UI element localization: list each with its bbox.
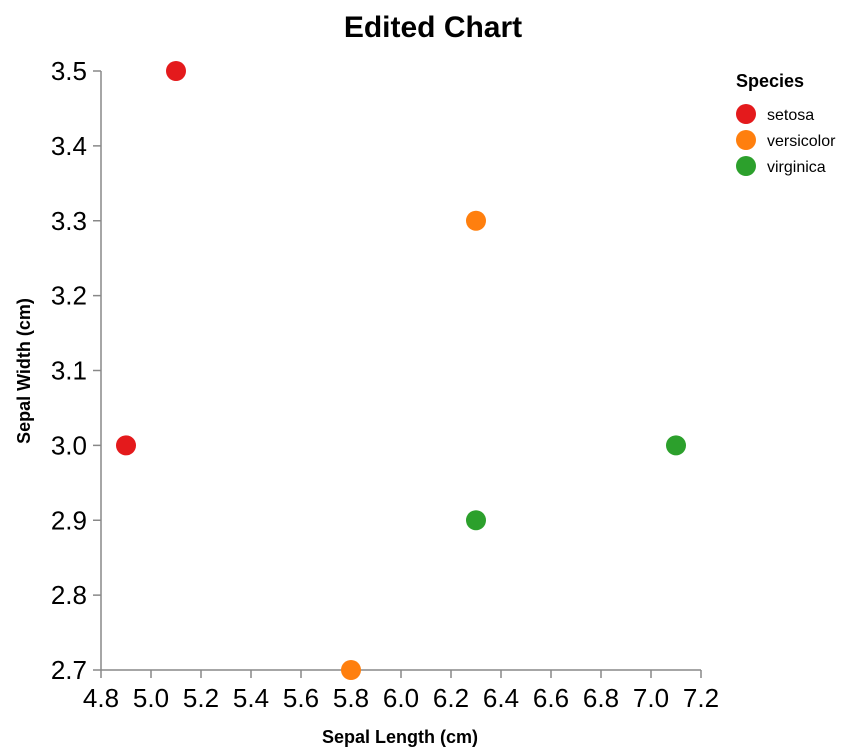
point-setosa — [116, 435, 136, 456]
point-virginica — [466, 510, 486, 531]
y-tick-label: 3.1 — [51, 356, 87, 386]
legend-label-setosa: setosa — [767, 107, 814, 124]
legend-label-versicolor: versicolor — [767, 133, 836, 150]
x-tick-label: 6.4 — [483, 683, 519, 713]
x-tick-label: 6.0 — [383, 683, 419, 713]
x-tick-label: 6.8 — [583, 683, 619, 713]
point-versicolor — [341, 660, 361, 680]
y-tick-label: 3.0 — [51, 430, 87, 460]
y-tick-label: 3.3 — [51, 206, 87, 236]
y-tick-label: 3.4 — [51, 131, 87, 161]
x-tick-label: 5.2 — [183, 683, 219, 713]
y-tick-label: 3.5 — [51, 56, 87, 86]
x-axis: 4.8 5.0 5.2 5.4 5.6 5.8 6.0 6.2 6.4 6.6 6.8 7.0 7.2 — [83, 669, 719, 713]
x-axis-title: Sepal Length (cm) — [322, 727, 478, 747]
point-virginica — [666, 435, 686, 456]
y-axis: 2.7 2.8 2.9 3.0 3.1 3.2 3.3 3.4 3.5 — [51, 56, 102, 685]
y-tick-label: 2.7 — [51, 655, 87, 685]
plot-points — [116, 61, 686, 680]
legend-swatch-virginica — [736, 156, 756, 176]
x-tick-label: 5.8 — [333, 683, 369, 713]
x-tick-label: 5.0 — [133, 683, 169, 713]
x-tick-label: 6.2 — [433, 683, 469, 713]
x-tick-label: 5.4 — [233, 683, 269, 713]
legend-label-virginica: virginica — [767, 159, 826, 176]
y-tick-label: 2.9 — [51, 505, 87, 535]
y-tick-label: 3.2 — [51, 281, 87, 311]
legend-title: Species — [736, 71, 804, 91]
y-tick-label: 2.8 — [51, 580, 87, 610]
x-tick-label: 4.8 — [83, 683, 119, 713]
x-tick-label: 6.6 — [533, 683, 569, 713]
legend-swatch-setosa — [736, 104, 756, 124]
legend: Species setosa versicolor virginica — [736, 71, 836, 176]
x-tick-label: 5.6 — [283, 683, 319, 713]
x-tick-label: 7.0 — [633, 683, 669, 713]
point-versicolor — [466, 210, 486, 231]
chart-title: Edited Chart — [344, 11, 522, 44]
y-axis-title: Sepal Width (cm) — [14, 298, 34, 444]
legend-swatch-versicolor — [736, 130, 756, 150]
x-tick-label: 7.2 — [683, 683, 719, 713]
point-setosa — [166, 61, 186, 81]
